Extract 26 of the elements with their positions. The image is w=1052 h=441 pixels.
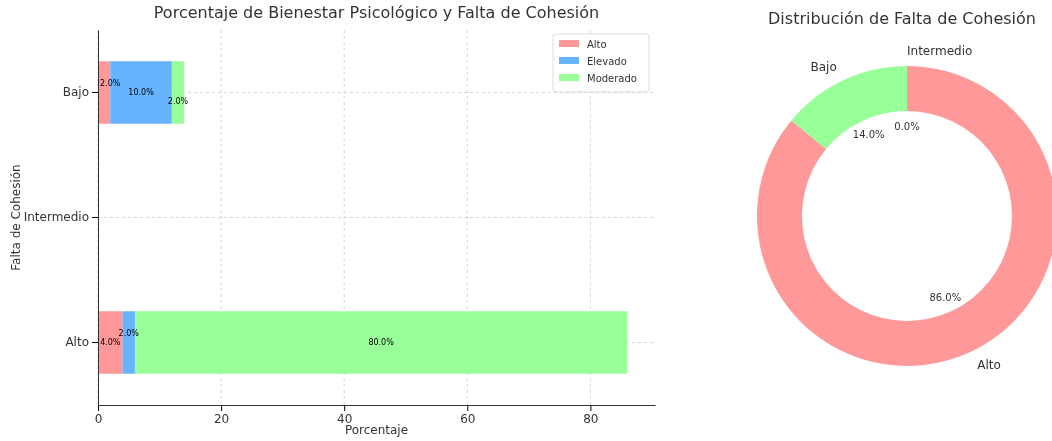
y-axis-title: Falta de Cohesión xyxy=(9,164,23,271)
text: 0.0% xyxy=(894,120,920,132)
y-tick-label: Bajo xyxy=(62,85,89,100)
y-tick-label: Intermedio xyxy=(23,210,89,225)
data-label: 14.0% xyxy=(852,129,885,141)
slice-label: Alto xyxy=(977,358,1001,373)
data-label: 80.0% xyxy=(368,338,395,347)
x-tick-label: 60 xyxy=(460,411,476,426)
data-label: 86.0% xyxy=(929,291,962,303)
data-label: 4.0% xyxy=(100,338,121,347)
x-tick-label: 80 xyxy=(583,411,599,426)
data-label: 10.0% xyxy=(128,88,155,97)
x-tick-label: 40 xyxy=(337,411,353,426)
chart-title: Distribución de Falta de Cohesión xyxy=(768,9,1036,28)
legend-label: Moderado xyxy=(587,72,637,84)
x-tick-label: 0 xyxy=(94,411,103,426)
data-label: 2.0% xyxy=(100,79,121,88)
legend-label: Alto xyxy=(587,38,607,50)
chart-title: Porcentaje de Bienestar Psicológico y Falta de Cohesión xyxy=(153,3,600,22)
legend-label: Elevado xyxy=(587,55,627,67)
x-axis-title: Porcentaje xyxy=(344,423,409,437)
slice-label: Bajo xyxy=(810,59,837,74)
y-tick-label: Alto xyxy=(65,335,89,350)
category-label: Intermedio xyxy=(907,44,973,58)
x-tick-label: 20 xyxy=(213,411,230,426)
data-label: 2.0% xyxy=(167,97,189,106)
